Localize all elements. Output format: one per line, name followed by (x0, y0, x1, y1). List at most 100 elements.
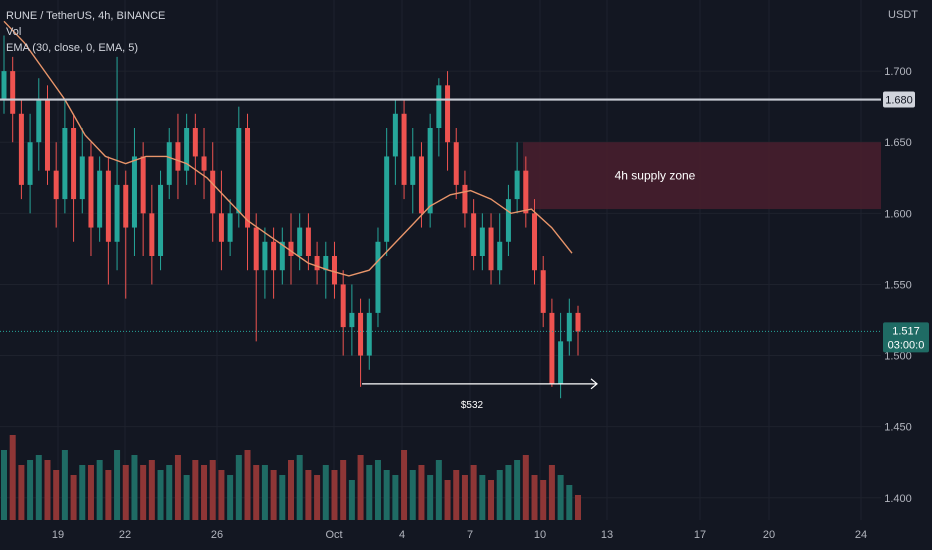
time-tick-label: 26 (211, 529, 223, 541)
candle-body (175, 142, 181, 171)
candle-body (288, 241, 294, 256)
volume-bar (383, 470, 390, 520)
candle-body (323, 256, 329, 271)
volume-bar (27, 460, 34, 520)
candle-body (227, 213, 233, 242)
support-arrow-head (590, 378, 598, 390)
candle-body (479, 227, 485, 256)
grid-lines (0, 0, 881, 520)
volume-bar (418, 465, 425, 520)
candle-body (1, 71, 7, 100)
candle-body (271, 241, 277, 271)
candles (1, 35, 581, 399)
volume-bar (18, 465, 25, 520)
currency-label: USDT (888, 9, 918, 21)
volume-bar (192, 460, 199, 520)
volume-bar (9, 435, 16, 520)
volume-bar (461, 475, 468, 520)
volume-bar (201, 465, 208, 520)
volume-bar (557, 475, 564, 520)
candle-body (71, 128, 77, 200)
support-annotation: $532 (461, 400, 484, 411)
volume-indicator-label[interactable]: Vol (6, 26, 22, 38)
volume-bar (244, 450, 251, 520)
time-tick-label: 19 (52, 529, 64, 541)
volume-bar (183, 475, 190, 520)
candle-body (375, 241, 381, 313)
volume-bar (148, 460, 155, 520)
volume-bar (35, 455, 42, 520)
ema-indicator-label[interactable]: EMA (30, close, 0, EMA, 5) (6, 42, 139, 54)
candle-body (314, 256, 320, 271)
candle-body (575, 312, 581, 332)
volume-bar (444, 480, 451, 520)
volume-bar (479, 475, 486, 520)
candle-body (384, 156, 390, 242)
time-tick-label: 13 (601, 529, 613, 541)
candle-body (279, 241, 285, 271)
candle-body (166, 142, 172, 185)
volume-bar (166, 465, 173, 520)
candle-body (436, 85, 442, 128)
candle-body (445, 85, 451, 143)
volume-bar (270, 470, 277, 520)
volume-bar (540, 480, 547, 520)
candle-body (418, 156, 424, 214)
volume-bar (575, 495, 581, 520)
candle-body (505, 199, 511, 242)
ema-line (3, 20, 573, 277)
volume-bar (453, 470, 460, 520)
price-tick-label: 1.450 (884, 422, 912, 434)
candle-body (44, 99, 50, 171)
supply-zone (523, 142, 881, 210)
volume-bar (253, 465, 260, 520)
volume-bar (392, 475, 399, 520)
volume-bar (514, 460, 521, 520)
resistance-badge-text: 1.680 (885, 95, 913, 107)
volume-bar (44, 460, 51, 520)
candle-body (10, 71, 16, 114)
candle-body (305, 227, 311, 256)
candle-body (192, 128, 198, 157)
symbol-title[interactable]: RUNE / TetherUS, 4h, BINANCE (6, 10, 166, 22)
volume-bar (331, 470, 338, 520)
volume-bar (496, 470, 503, 520)
price-tick-label: 1.600 (884, 208, 912, 220)
candle-body (488, 227, 494, 271)
candle-body (427, 128, 433, 214)
time-tick-label: 20 (763, 529, 775, 541)
time-axis[interactable]: 19 22 26 Oct 4 7 10 13 17 20 24 (52, 529, 867, 541)
volume-bar (122, 465, 129, 520)
candle-body (349, 312, 355, 328)
candle-body (79, 156, 85, 200)
resistance-badge (883, 91, 915, 108)
time-tick-label: 22 (119, 529, 131, 541)
volume-bar (140, 465, 147, 520)
volume-bar (409, 470, 416, 520)
candle-body (236, 128, 242, 214)
volume-bar (322, 465, 329, 520)
candle-body (27, 142, 33, 185)
candle-body (149, 213, 155, 256)
candle-body (218, 213, 224, 242)
volume-bar (296, 455, 303, 520)
volume-bar (235, 455, 242, 520)
candle-body (340, 284, 346, 328)
volume-bar (79, 465, 86, 520)
volume-bar (374, 460, 381, 520)
candle-body (558, 341, 564, 384)
candle-body (566, 312, 572, 342)
candle-body (18, 113, 24, 185)
volume-bar (366, 465, 373, 520)
candle-body (105, 170, 111, 242)
candle-body (245, 128, 251, 228)
volume-bar (227, 475, 234, 520)
price-axis[interactable]: 1.400 1.450 1.500 1.550 1.600 1.650 1.700 (884, 66, 912, 505)
time-tick-label: 10 (534, 529, 546, 541)
volume-bar (209, 460, 216, 520)
volume-bar (522, 455, 529, 520)
volume-bar (131, 455, 138, 520)
price-tick-label: 1.700 (884, 66, 912, 78)
volume-bar (70, 475, 77, 520)
